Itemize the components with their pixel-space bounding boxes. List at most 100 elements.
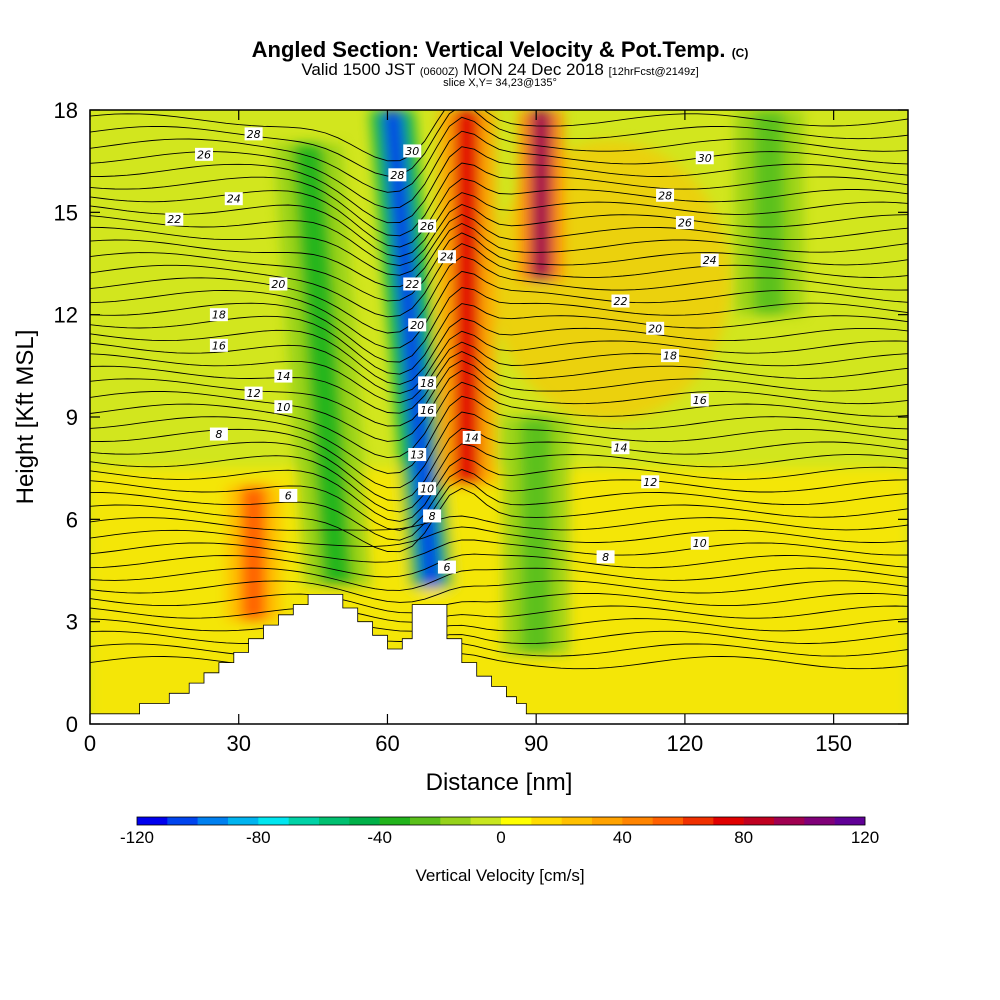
isentrope-line [90,515,908,531]
contour-label: 12 [247,387,261,400]
contour-label: 22 [405,278,419,291]
colorbar-swatch [622,817,653,825]
contour-label: 8 [602,551,609,564]
isentrope-line [90,605,908,623]
isentrope-line [90,270,908,349]
contour-label-box [418,219,437,233]
contour-label: 18 [212,309,226,322]
contour-label: 22 [613,295,627,308]
colorbar-swatch [713,817,744,825]
y-tick-label: 9 [66,405,78,430]
contour-label: 26 [420,220,434,233]
isentrope-line [90,341,908,404]
contour-label-box [596,550,615,564]
colorbar-swatch [561,817,593,825]
contour-label-box [403,144,422,158]
isentrope-line [90,443,908,513]
isentrope-line [90,162,908,237]
contour-label: 8 [215,428,222,441]
isentrope-line [90,468,908,531]
isentrope-line [90,457,908,522]
contour-label-box [437,560,456,574]
colorbar-tick-label: 0 [496,828,505,847]
contour-label: 28 [247,128,261,141]
x-tick-label: 120 [667,731,704,756]
contour-label: 18 [663,350,677,363]
updraft-core [531,110,552,281]
slice-label: slice X,Y= 34,23@135° [443,77,557,89]
isentrope-line [90,146,908,224]
colorbar-swatch [167,817,198,825]
contour-label: 26 [678,217,692,230]
contour-label-box [403,277,422,291]
colorbar-label: Vertical Velocity [cm/s] [415,866,584,885]
contour-label: 20 [648,322,662,335]
isentrope-line [90,116,908,193]
contour-label: 6 [285,489,292,502]
contour-label: 10 [420,483,434,496]
contour-label: 10 [693,537,707,550]
isentrope-line [90,369,908,442]
isentrope-line [90,643,908,657]
colorbar-swatch [501,817,532,825]
contour-label-box [224,192,243,206]
y-tick-label: 0 [66,712,78,737]
contour-label-box [462,430,481,444]
isentrope-line [90,487,908,553]
contour-label: 12 [643,476,657,489]
contour-label-box [700,253,719,267]
isentrope-line [90,204,908,267]
contour-label-box [690,536,709,550]
contour-label: 14 [613,442,627,455]
updraft-core [241,485,267,622]
contour-label-box [656,188,675,202]
isentrope-line [90,232,908,302]
contour-label: 20 [271,278,285,291]
colorbar-swatch [834,817,866,825]
isentrope-line [90,427,908,502]
contour-label-box [675,216,694,230]
colorbar-swatch [197,817,229,825]
contour-label-box [209,308,228,322]
contour-label: 6 [443,561,450,574]
y-tick-label: 18 [54,98,78,123]
y-tick-label: 12 [54,303,78,328]
isentrope-line [90,630,908,645]
isentrope-line [90,580,908,603]
contour-label: 8 [429,510,436,523]
colorbar-tick-label: -80 [246,828,271,847]
x-tick-label: 60 [375,731,399,756]
isentrope-line [90,567,908,591]
contour-label-box [274,369,293,383]
isentrope-line [90,350,908,414]
isentrope-line [90,110,908,177]
contour-label: 28 [658,189,672,202]
contour-label: 18 [420,377,434,390]
colorbar-swatch [137,817,168,825]
colorbar-swatch [743,817,775,825]
colorbar-swatch [652,817,684,825]
contour-label: 20 [410,319,424,332]
contour-label-box [661,349,680,363]
contour-label-box [279,488,298,502]
isentrope-line [90,653,908,672]
isentrope-line [90,243,908,318]
colorbar-tick-label: 80 [734,828,753,847]
x-tick-label: 0 [84,731,96,756]
contour-label-box [388,168,407,182]
isentrope-line [90,110,908,162]
y-tick-label: 6 [66,507,78,532]
contour-label-box [274,400,293,414]
colorbar-swatch [683,817,714,825]
contour-label-box [408,318,427,332]
contour-label-box [195,147,214,161]
colorbar-swatch [592,817,623,825]
colorbar-tick-label: -40 [367,828,392,847]
isentrope-line [90,618,908,632]
contour-label: 13 [410,449,424,462]
contour-label-box [641,475,660,489]
contour-label: 24 [440,251,454,264]
colorbar-swatch [319,817,350,825]
colorbar-swatch [288,817,320,825]
